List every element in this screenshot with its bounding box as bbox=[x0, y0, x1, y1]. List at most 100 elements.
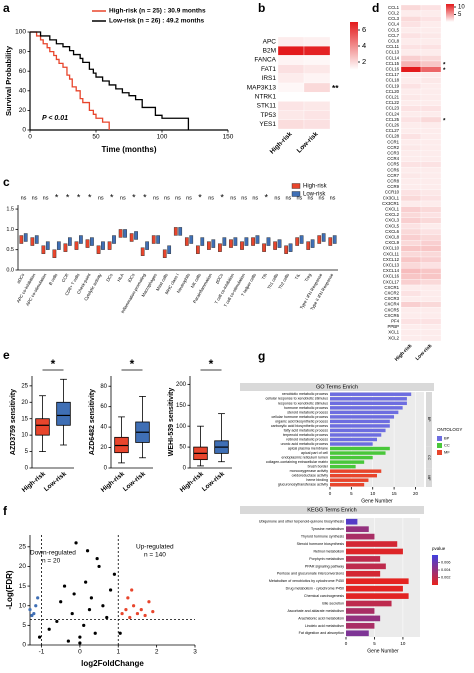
bar bbox=[346, 593, 409, 599]
heatmap-cell bbox=[420, 10, 442, 17]
y-tick-label: 15 bbox=[19, 583, 27, 590]
row-label: CCR2 bbox=[387, 145, 399, 150]
significance: ns bbox=[208, 195, 214, 201]
significance: ns bbox=[230, 195, 236, 201]
survival-curve bbox=[30, 31, 190, 130]
y-tick-label: 40 bbox=[19, 88, 27, 95]
heatmap-cell bbox=[420, 268, 442, 274]
row-label: STK11 bbox=[257, 103, 277, 110]
legend-label: Low-risk bbox=[303, 192, 326, 198]
colorbar bbox=[432, 555, 438, 585]
heatmap-cell bbox=[420, 55, 442, 62]
median-box bbox=[310, 239, 315, 248]
legend-label: Low-risk (n = 26) : 49.2 months bbox=[109, 18, 205, 25]
row-label: CCL26 bbox=[386, 123, 400, 128]
heatmap-cell bbox=[303, 82, 331, 93]
heatmap-cell bbox=[303, 55, 331, 65]
y-tick-label: 5 bbox=[25, 449, 29, 455]
bar bbox=[330, 437, 377, 442]
heatmap-cell bbox=[303, 36, 331, 47]
heatmap-cell bbox=[400, 296, 422, 302]
point bbox=[36, 596, 40, 600]
median-box bbox=[222, 237, 227, 246]
point bbox=[108, 588, 113, 592]
term-label: Ascorbate and aldarate metabolism bbox=[287, 609, 344, 613]
median-box bbox=[96, 245, 101, 254]
median-box bbox=[52, 249, 57, 258]
legend-label: BP bbox=[444, 436, 450, 441]
heatmap-cell bbox=[400, 66, 422, 73]
heatmap-cell bbox=[400, 72, 422, 78]
annotation: Up-regulated bbox=[136, 544, 174, 551]
heatmap-cell bbox=[420, 296, 442, 302]
bar bbox=[346, 608, 375, 614]
heatmap-cell bbox=[400, 150, 422, 157]
heatmap-cell bbox=[400, 44, 422, 50]
row-label: CXCL8 bbox=[385, 235, 399, 240]
point bbox=[143, 613, 147, 618]
heatmap-cell bbox=[420, 72, 442, 78]
bar bbox=[346, 526, 369, 532]
column-label: Low-risk bbox=[415, 343, 434, 362]
row-label: NTRK1 bbox=[255, 94, 277, 101]
row-label: IRS1 bbox=[262, 75, 277, 82]
median-box bbox=[45, 241, 50, 250]
colorbar-label: 0.002 bbox=[441, 576, 451, 580]
bar bbox=[330, 397, 407, 401]
heatmap-cell bbox=[303, 119, 331, 130]
median-box bbox=[332, 235, 337, 244]
heatmap-cell bbox=[420, 122, 442, 129]
term-label: Bile secretion bbox=[322, 601, 344, 605]
bar bbox=[330, 392, 412, 396]
survival-curve bbox=[30, 31, 110, 130]
point bbox=[126, 596, 130, 600]
colorbar-label: 4 bbox=[362, 41, 366, 50]
median-box bbox=[101, 241, 105, 250]
heatmap-cell bbox=[400, 251, 422, 258]
median-box bbox=[30, 237, 35, 246]
y-tick-label: 0 bbox=[25, 466, 29, 472]
bar bbox=[346, 518, 358, 525]
heatmap-cell bbox=[420, 44, 442, 50]
median-box bbox=[23, 233, 28, 242]
term-label: Chemical carcinogenesis bbox=[304, 594, 344, 598]
row-label: FAT1 bbox=[261, 66, 276, 73]
heatmap-cell bbox=[420, 116, 442, 123]
significance: ns bbox=[241, 195, 247, 201]
median-box bbox=[251, 237, 255, 246]
row-label: CXCL6 bbox=[385, 229, 399, 234]
heatmap-cell bbox=[420, 60, 442, 67]
y-tick-label: 0 bbox=[104, 466, 108, 472]
row-label: CCL24 bbox=[386, 111, 400, 116]
row-label: CXCR2 bbox=[384, 291, 399, 296]
bar bbox=[346, 570, 381, 577]
median-box bbox=[145, 241, 149, 250]
row-label: CCR1 bbox=[387, 139, 399, 144]
median-box bbox=[277, 239, 282, 248]
heatmap-cell bbox=[400, 212, 422, 218]
y-axis-label: Survival Probability bbox=[4, 45, 13, 116]
row-label: CCL15 bbox=[386, 61, 400, 66]
legend-label: High-risk bbox=[303, 184, 328, 190]
x-tick-label: 10 bbox=[400, 641, 406, 646]
annotation: n = 140 bbox=[144, 552, 166, 559]
legend-swatch bbox=[437, 443, 442, 448]
bar bbox=[330, 483, 365, 487]
heatmap-cell bbox=[400, 156, 422, 162]
bar bbox=[330, 478, 369, 482]
row-label: CXCR3 bbox=[384, 296, 399, 301]
median-box bbox=[151, 235, 156, 244]
box bbox=[56, 401, 71, 426]
y-tick-label: 40 bbox=[100, 425, 107, 431]
x-axis-label: log2FoldChange bbox=[81, 659, 144, 668]
x-tick-label: 10 bbox=[370, 491, 376, 496]
panel-label: b bbox=[258, 1, 265, 15]
heatmap-cell bbox=[420, 172, 442, 179]
y-tick-label: 200 bbox=[176, 382, 187, 388]
row-label: XCL1 bbox=[388, 330, 399, 335]
row-label: CXCR4 bbox=[384, 302, 399, 307]
point bbox=[139, 608, 143, 612]
y-tick-label: 20 bbox=[19, 563, 27, 570]
median-box bbox=[63, 243, 68, 252]
term-label: brush border bbox=[308, 465, 329, 469]
